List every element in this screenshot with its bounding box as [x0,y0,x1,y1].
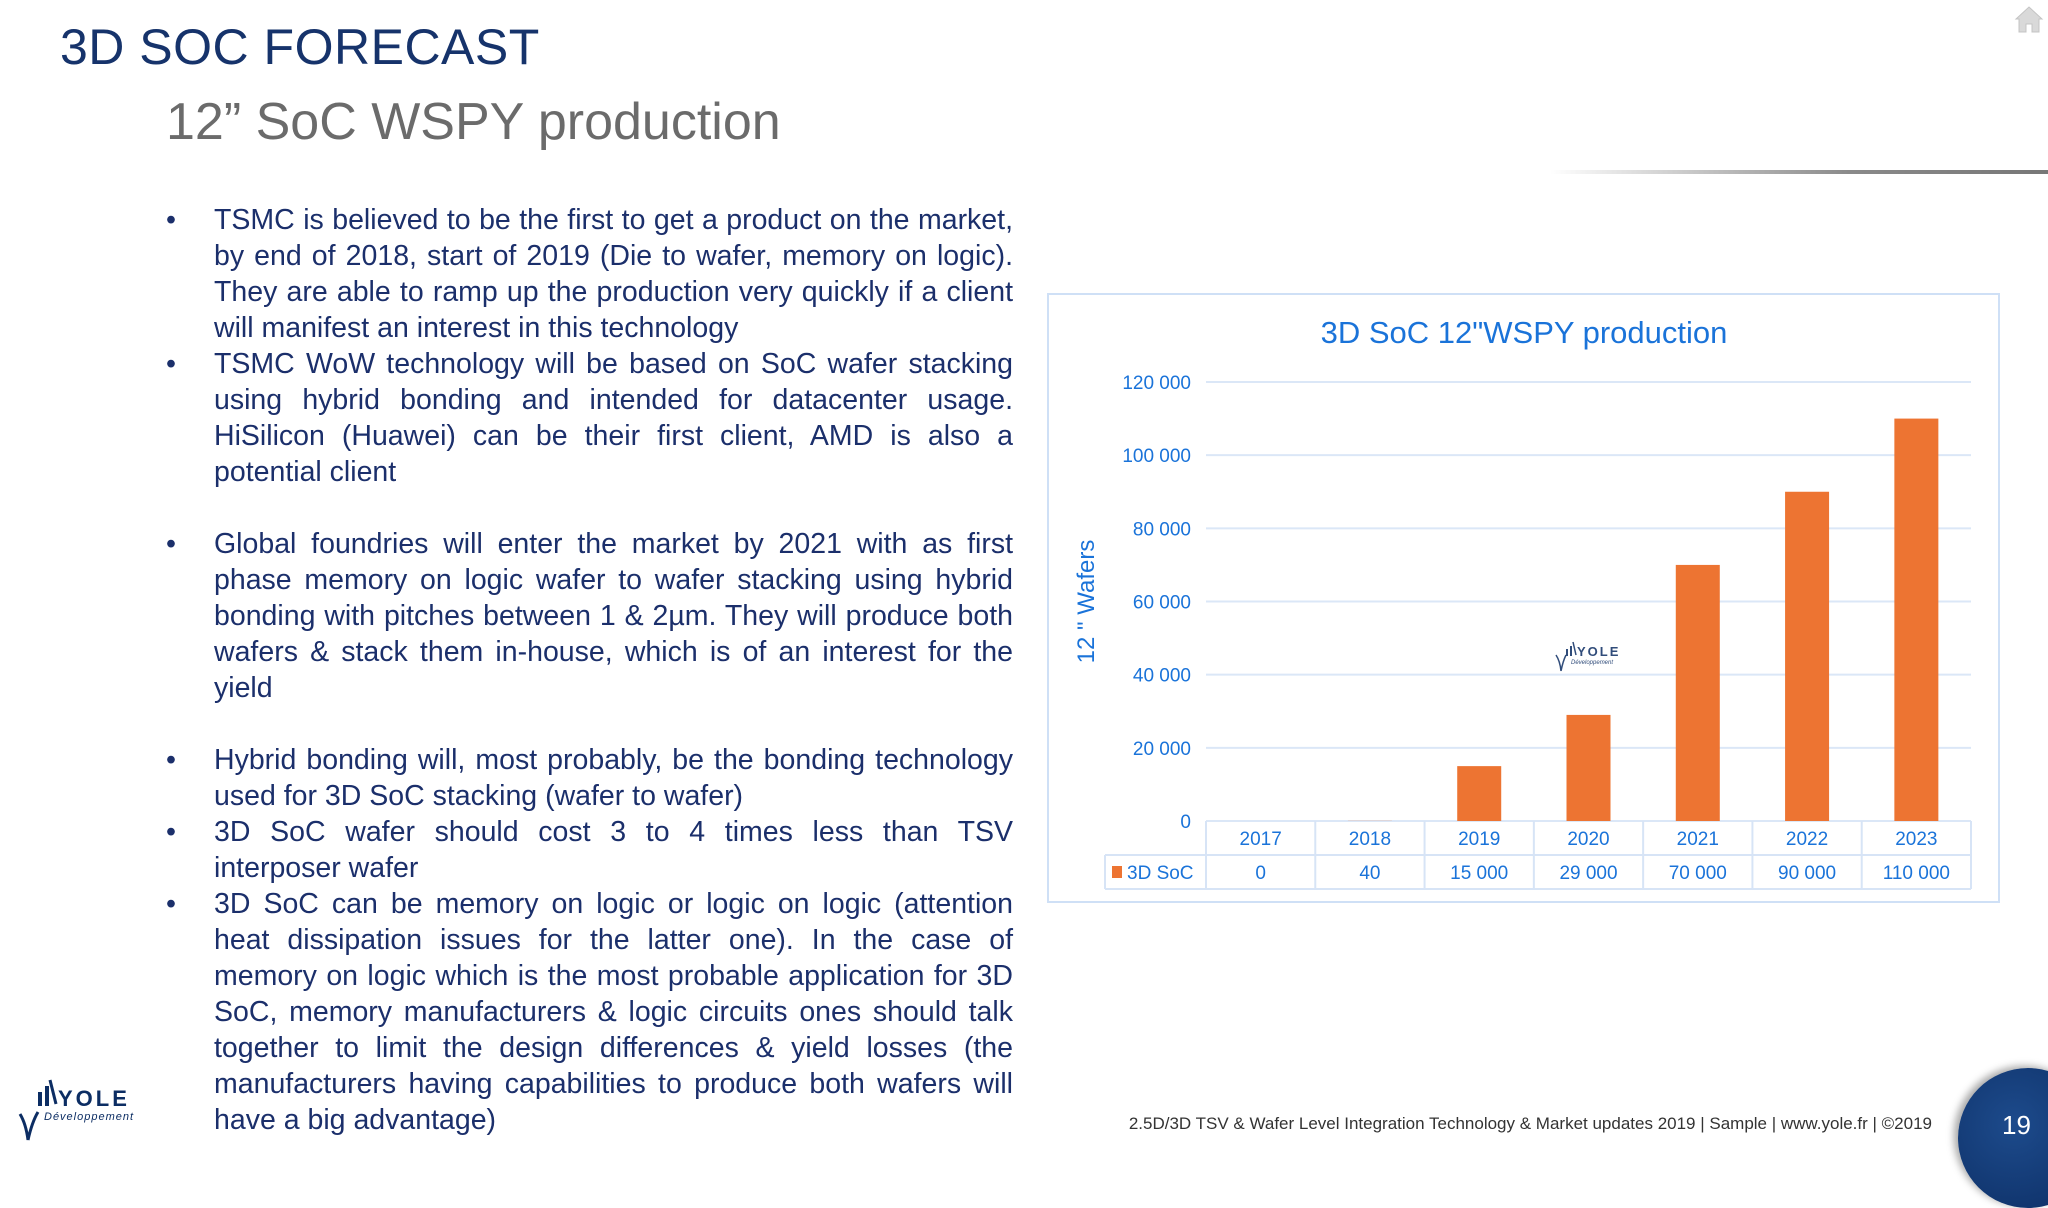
bullet-dot: • [166,346,176,382]
slide-subtitle: 12” SoC WSPY production [166,92,781,152]
y-axis-label: 12 " Wafers [1073,540,1100,664]
legend-swatch [1112,866,1122,878]
bullet-item: •3D SoC can be memory on logic or logic … [170,886,1013,1138]
bullet-text: Global foundries will enter the market b… [214,528,1013,704]
bullet-item: •TSMC is believed to be the first to get… [170,202,1013,346]
bullet-text: TSMC WoW technology will be based on SoC… [214,348,1013,488]
bar-2019 [1457,766,1501,821]
x-tick-label: 2021 [1677,829,1719,850]
x-tick-label: 2023 [1895,829,1937,850]
bar-2022 [1785,492,1829,821]
svg-text:Développement: Développement [1571,660,1613,666]
bar-chart: 3D SoC 12"WSPY production 12 " Wafers 0 20 … [1049,295,1998,901]
footer-text: 2.5D/3D TSV & Wafer Level Integration Te… [1129,1114,1932,1134]
x-tick-label: 2022 [1786,829,1828,850]
bullet-item: •3D SoC wafer should cost 3 to 4 times l… [170,814,1013,886]
bullet-text: 3D SoC wafer should cost 3 to 4 times le… [214,816,1013,884]
page-number: 19 [2002,1110,2031,1141]
x-tick-label: 2018 [1349,829,1391,850]
chart-container: 3D SoC 12"WSPY production 12 " Wafers 0 20 … [1047,293,2000,903]
bullet-item: •Global foundries will enter the market … [170,526,1013,706]
bullet-text: Hybrid bonding will, most probably, be t… [214,744,1013,812]
bullet-item: •Hybrid bonding will, most probably, be … [170,742,1013,814]
y-tick-label: 20 000 [1133,739,1191,760]
x-tick-label: 2017 [1240,829,1282,850]
y-tick-label: 120 000 [1122,373,1191,394]
bar-2023 [1894,419,1938,821]
bullet-dot: • [166,202,176,238]
svg-text:YOLE: YOLE [58,1086,130,1111]
x-tick-label: 2019 [1458,829,1500,850]
bar-2021 [1676,565,1720,821]
yole-logo: YOLE Développement [16,1074,156,1144]
data-table-value: 29 000 [1559,863,1617,884]
bullet-text: TSMC is believed to be the first to get … [214,204,1013,344]
bullet-dot: • [166,742,176,778]
data-table-value: 70 000 [1669,863,1727,884]
data-table-value: 0 [1255,863,1266,884]
y-tick-label: 60 000 [1133,593,1191,614]
y-tick-label: 0 [1180,812,1191,833]
bar-2020 [1567,715,1611,821]
bullet-text: 3D SoC can be memory on logic or logic o… [214,888,1013,1136]
bullet-dot: • [166,814,176,850]
home-icon[interactable] [2012,2,2046,36]
x-tick-label: 2020 [1567,829,1609,850]
bullet-list: •TSMC is believed to be the first to get… [170,202,1013,1138]
data-table-value: 110 000 [1883,863,1950,884]
legend-label: 3D SoC [1127,863,1194,884]
data-table-value: 40 [1359,863,1380,884]
svg-text:Développement: Développement [44,1111,134,1123]
chart-title: 3D SoC 12"WSPY production [1321,315,1728,350]
svg-text:YOLE: YOLE [1577,644,1620,659]
bullet-item: •TSMC WoW technology will be based on So… [170,346,1013,490]
data-table-value: 15 000 [1450,863,1508,884]
data-table-value: 90 000 [1778,863,1836,884]
slide-title: 3D SOC FORECAST [60,18,540,76]
bullet-dot: • [166,526,176,562]
y-tick-label: 100 000 [1122,446,1191,467]
bullet-dot: • [166,886,176,922]
header-divider [1550,170,2048,174]
y-tick-label: 40 000 [1133,666,1191,687]
y-tick-label: 80 000 [1133,519,1191,540]
